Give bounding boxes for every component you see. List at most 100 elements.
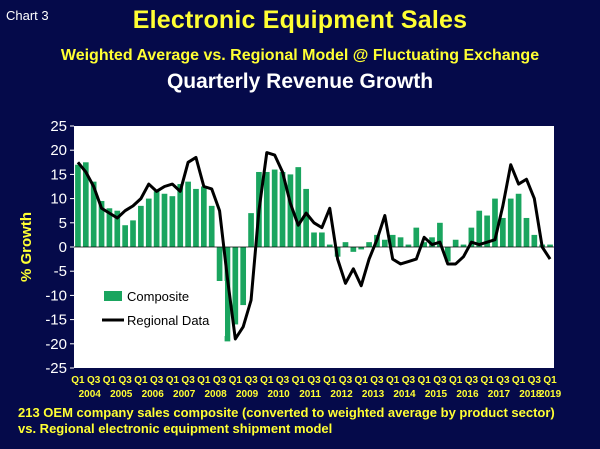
composite-bar [350,247,357,252]
legend-composite-label: Composite [127,289,189,304]
x-quarter-label: Q1 [480,375,494,386]
y-tick-label: -25 [45,360,67,377]
composite-bar [145,198,152,247]
composite-bar [287,174,294,247]
y-tick-label: 10 [50,191,67,208]
x-quarter-label: Q1 [543,375,557,386]
composite-bar [437,222,443,247]
composite-bar [279,171,286,247]
x-year-label: 2008 [205,389,228,400]
x-quarter-label: Q1 [103,375,117,386]
x-quarter-label: Q1 [449,375,463,386]
composite-bar [405,244,412,247]
page-subtitle: Weighted Average vs. Regional Model @ Fl… [60,47,540,64]
x-quarter-label: Q1 [386,375,400,386]
x-quarter-label: Q3 [496,375,510,386]
composite-bar [507,198,514,247]
x-year-label: 2012 [330,389,353,400]
composite-bar [138,205,144,247]
regional-data-line [76,151,552,341]
composite-bar [82,162,89,247]
x-year-label: 2011 [299,389,321,400]
chart-title: Quarterly Revenue Growth [166,70,434,93]
composite-bar [114,210,121,247]
x-quarter-label: Q3 [307,375,321,386]
x-quarter-label: Q3 [528,375,542,386]
y-tick-label: -10 [45,287,67,304]
x-quarter-label: Q1 [417,375,431,386]
y-tick-label: -5 [54,263,67,280]
composite-bar [193,188,199,247]
legend-box [93,281,225,336]
composite-bar [476,210,483,247]
x-year-label: 2004 [79,389,102,400]
composite-bar [153,191,160,247]
x-axis: Q1 Q3 Q1 Q3 Q1 Q3 Q1 Q3 Q1 Q3 Q1 Q3 Q1 Q3 Q1 Q3 Q1 Q3 Q1 Q3… [71,375,561,400]
x-quarter-label: Q1 [323,375,337,386]
composite-bar [122,225,128,247]
composite-bar [185,181,191,247]
composite-bar [547,244,553,247]
y-tick-label: -15 [45,312,67,329]
composite-bar [303,188,309,247]
composite-bar [161,193,168,247]
page-title: Electronic Equipment Sales [132,6,468,34]
footnote-line-1: 213 OEM company sales composite (convert… [18,405,555,420]
x-quarter-label: Q3 [465,375,479,386]
composite-bar [452,239,459,247]
composite-bar [444,247,451,262]
y-axis: 25 20 15 10 5 0 -5 -10 -15 -20 -25 [45,118,74,377]
composite-bar [397,237,404,247]
composite-bar [460,244,467,247]
composite-bar [248,213,254,247]
composite-bar [311,232,317,247]
x-year-label: 2009 [236,389,259,400]
composite-bar [468,227,475,247]
composite-bar [263,171,270,247]
x-year-label: 2015 [425,389,448,400]
composite-bar [271,169,278,247]
x-year-label: 2018 [519,389,542,400]
x-quarter-label: Q3 [276,375,290,386]
x-quarter-label: Q3 [87,375,101,386]
x-year-label: 2006 [142,389,165,400]
composite-bar [232,247,239,325]
x-quarter-label: Q1 [292,375,306,386]
x-quarter-label: Q3 [213,375,227,386]
y-tick-label: 20 [50,142,67,159]
y-tick-label: 15 [50,166,67,183]
legend-regional-label: Regional Data [127,313,210,328]
x-quarter-label: Q1 [355,375,369,386]
composite-bar [216,247,223,284]
composite-bar [208,205,215,247]
x-year-label: 2005 [110,389,133,400]
x-year-label: 2010 [267,389,290,400]
composite-bar [492,198,498,247]
composite-bar [326,244,333,247]
composite-bar [366,242,372,247]
x-quarter-label: Q3 [339,375,353,386]
x-quarter-label: Q1 [260,375,274,386]
x-quarter-label: Q3 [244,375,258,386]
composite-bar [429,237,435,247]
composite-bar [381,239,388,247]
x-year-label: 2016 [456,389,479,400]
composite-bar [421,242,427,247]
y-tick-label: 5 [59,215,67,232]
composite-bar [177,184,184,247]
composite-bar [201,186,207,247]
y-tick-label: 0 [59,239,67,256]
composite-bar [342,242,349,247]
x-quarter-label: Q1 [166,375,180,386]
composite-bar [295,167,302,247]
x-year-label: 2014 [393,389,416,400]
x-year-label: 2017 [488,389,511,400]
x-quarter-label: Q3 [370,375,384,386]
composite-bar [98,201,105,247]
composite-bar [90,181,97,247]
x-quarter-label: Q3 [181,375,195,386]
composite-bar [75,164,81,247]
x-year-label: 2007 [173,389,196,400]
y-axis-label: % Growth [18,212,35,282]
